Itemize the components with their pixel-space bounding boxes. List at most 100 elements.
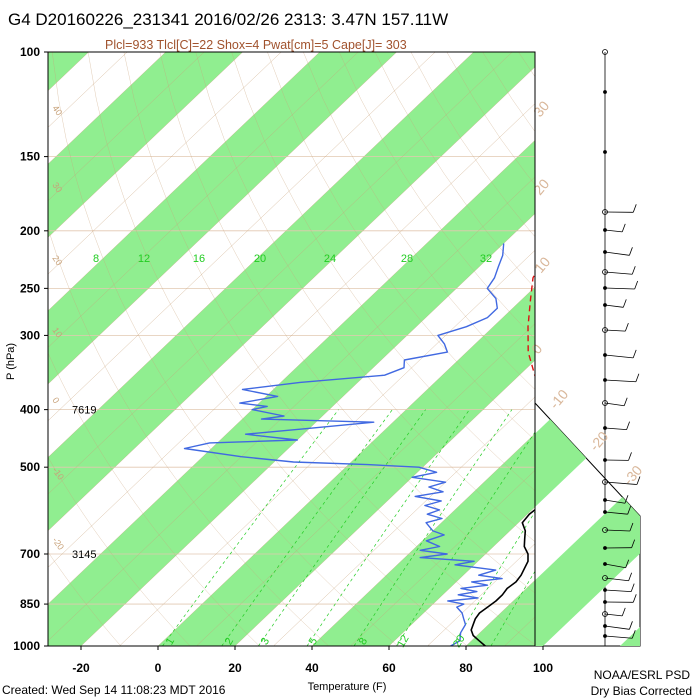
x-tick-label: 100 — [533, 661, 553, 675]
temperature-stripe — [48, 52, 535, 531]
wind-barb-shaft — [604, 271, 633, 275]
mixing-ratio-bottom-label: 2 — [223, 636, 236, 647]
dry-adiabat — [267, 52, 535, 441]
wind-barb-shaft — [604, 589, 632, 593]
isotherm-line — [196, 323, 535, 646]
dry-adiabat — [303, 52, 535, 390]
wind-barb-feather — [630, 583, 635, 592]
y-tick-label: 300 — [20, 328, 40, 342]
dry-adiabat — [338, 52, 535, 340]
y-tick-label: 850 — [20, 597, 40, 611]
isotherm-line — [48, 52, 243, 238]
isotherm-line — [48, 103, 535, 568]
credit-line-2: Dry Bias Corrected — [591, 684, 692, 698]
isotherm-lines — [48, 52, 535, 646]
adiabat-lines — [48, 52, 535, 646]
wind-station-dot — [603, 90, 607, 94]
wind-barb-shaft — [604, 354, 634, 359]
wind-barb-feather — [621, 223, 626, 233]
dry-adiabat — [195, 52, 535, 543]
y-tick-label: 500 — [20, 460, 40, 474]
wind-barb-shaft — [604, 427, 627, 431]
wind-barb-feather — [627, 506, 632, 515]
wind-barb-shaft — [604, 329, 626, 332]
isotherm-line — [48, 52, 282, 275]
mixing-ratio-label: 16 — [193, 253, 205, 265]
x-tick-label: 60 — [382, 661, 396, 675]
isotherm-line — [48, 139, 535, 605]
wind-barb-feather — [632, 204, 637, 213]
isotherm-line — [48, 52, 513, 495]
wind-barb-feather — [629, 247, 633, 256]
dry-adiabat — [51, 52, 399, 646]
y-axis-label: P (hPa) — [5, 343, 17, 380]
isotherm-label-left: 20 — [50, 253, 64, 267]
wind-barb-shaft — [604, 511, 628, 515]
y-tick-label: 100 — [20, 45, 40, 59]
mixing-ratio-label: 28 — [401, 253, 413, 265]
isotherm-line — [48, 52, 320, 312]
mixing-ratio-bottom-label: 8 — [357, 636, 370, 647]
wind-barbs — [602, 49, 641, 639]
wind-barb-shaft — [604, 499, 626, 504]
mixing-ratio-line — [452, 511, 535, 646]
mixing-ratio-line — [353, 409, 513, 646]
mixing-ratio-bottom-label: 3 — [259, 636, 272, 647]
plot-frame — [47, 51, 536, 647]
isotherm-line — [388, 506, 535, 646]
x-tick-label: 80 — [459, 661, 473, 675]
wind-station-dot — [602, 49, 608, 55]
wind-barb-feather — [631, 539, 636, 548]
y-tick-label: 700 — [20, 547, 40, 561]
y-tick-label: 250 — [20, 281, 40, 295]
wind-barb-shaft — [604, 251, 630, 256]
wind-barb-feather — [634, 280, 639, 290]
wind-barb-feather — [625, 559, 630, 568]
wind-barb-shaft — [604, 625, 630, 630]
temperature-line — [470, 508, 535, 646]
height-labels: 7619 3145 — [72, 405, 96, 561]
wind-barb-feather — [636, 476, 641, 485]
isotherm-label-left: 10 — [50, 325, 64, 339]
wind-barb-shaft — [604, 635, 633, 639]
isotherm-line — [427, 543, 535, 646]
mixing-ratio-line — [396, 431, 535, 646]
mixing-ratio-bottom-label: 5 — [307, 636, 320, 647]
x-tick-label: -20 — [72, 661, 90, 675]
isotherm-line — [48, 176, 535, 642]
x-tick-label: 20 — [228, 661, 242, 675]
mixing-ratio-line — [258, 409, 426, 646]
isotherm-line — [273, 396, 535, 646]
dewpoint-line — [183, 243, 505, 646]
isotherm-line — [234, 359, 535, 646]
celsius-label: -20 — [586, 428, 611, 454]
created-timestamp: Created: Wed Sep 14 11:08:23 MDT 2016 — [2, 683, 226, 697]
wind-barb-feather — [628, 572, 633, 581]
celsius-label: -10 — [546, 386, 571, 412]
mixing-ratio-label: 8 — [93, 253, 99, 265]
isotherm-label-left: 0 — [50, 395, 61, 405]
wind-barb-feather — [632, 349, 637, 359]
mixing-ratio-bottom-label: 1 — [164, 636, 177, 647]
isobar-lines — [48, 52, 535, 646]
y-axis-ticks: 100 150 200 250 300 400 500 700 850 1000 — [13, 45, 48, 653]
isotherm-line — [119, 249, 535, 646]
wind-barb-feather — [626, 421, 630, 430]
mixing-ratio-line — [490, 570, 535, 646]
dry-adiabat — [48, 551, 121, 646]
mixing-ratio-label: 20 — [254, 253, 266, 265]
wind-barb-shaft — [604, 481, 637, 485]
isotherm-line — [48, 52, 436, 422]
isotherm-line — [48, 52, 359, 348]
height-label: 3145 — [72, 549, 96, 561]
dry-adiabat — [123, 52, 535, 646]
dry-adiabat — [48, 227, 329, 646]
dry-adiabat — [159, 52, 535, 594]
mixing-ratio-label: 24 — [324, 253, 336, 265]
wind-barb-shaft — [604, 529, 630, 532]
mixing-ratio-line — [306, 409, 470, 646]
isotherm-line — [48, 52, 166, 165]
y-tick-label: 150 — [20, 150, 40, 164]
